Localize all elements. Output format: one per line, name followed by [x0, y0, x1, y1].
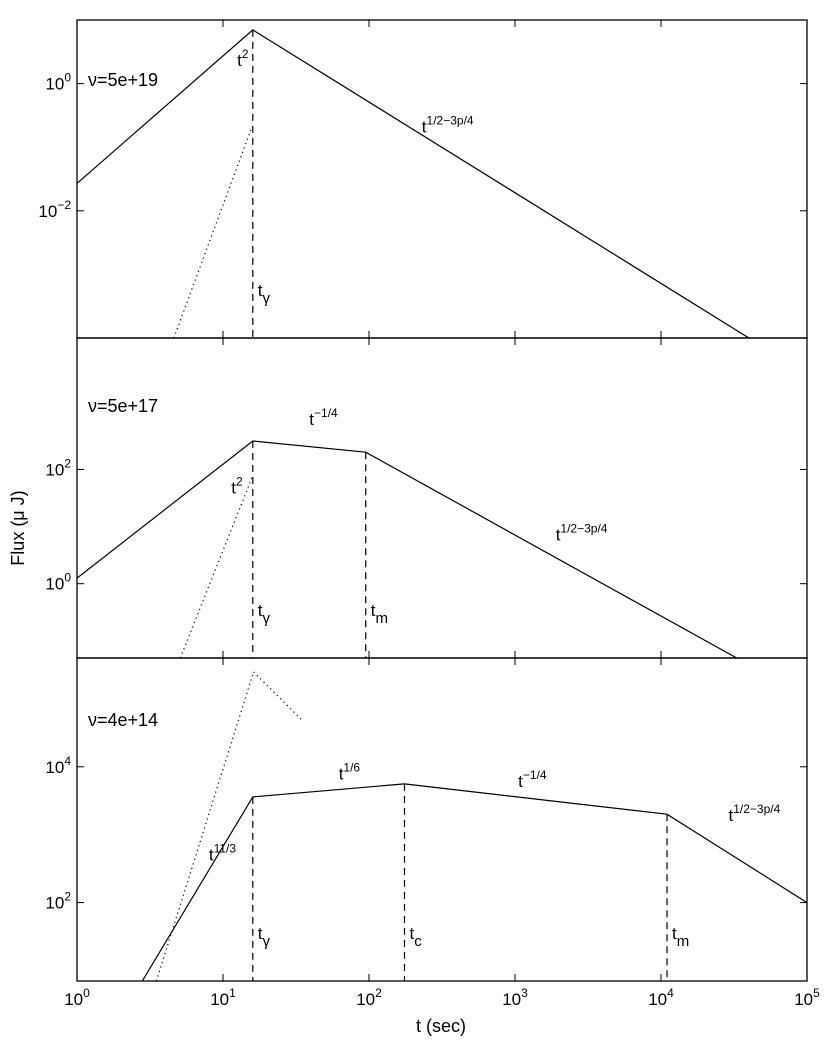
marker-label-tm: tm — [371, 601, 388, 627]
slope-annotation: t−1/4 — [518, 768, 547, 791]
slope-annotation: t−1/4 — [309, 406, 338, 429]
y-axis-label: Flux (μ J) — [8, 490, 28, 565]
y-tick-label: 100 — [45, 71, 71, 94]
y-tick-label: 102 — [45, 890, 71, 913]
x-axis-label: t (sec) — [416, 1016, 466, 1036]
panel-top: 100 10−2 tγ t2 t1/2−3p/4 ν=5e+19 — [38, 19, 808, 339]
slope-annotation: t11/3 — [209, 841, 237, 864]
series-solid-0 — [77, 440, 737, 658]
frequency-label: ν=5e+19 — [88, 70, 158, 90]
panel-frame — [76, 657, 808, 982]
panel-frame — [76, 337, 808, 659]
panel-bottom: 104 102 tγ tc tm t1/6 t−1/4 t11/3 t1/2−3p/4 ν=4e+… — [45, 657, 808, 982]
slope-annotation: t1/6 — [339, 760, 361, 783]
panel-frame — [76, 19, 808, 339]
marker-label-tm: tm — [672, 924, 689, 950]
series-dotted-1 — [173, 126, 253, 338]
x-tick-label: 100 — [64, 986, 90, 1009]
slope-annotation: t1/2−3p/4 — [422, 114, 474, 137]
slope-annotation: t1/2−3p/4 — [729, 802, 781, 825]
x-tick-label: 101 — [210, 986, 236, 1009]
slope-annotation: t2 — [237, 47, 249, 70]
series-dotted-1 — [155, 671, 255, 981]
x-tick-label: 102 — [356, 986, 382, 1009]
series-solid-0 — [141, 783, 807, 981]
series-dotted-2 — [253, 671, 303, 721]
x-tick-label: 105 — [794, 986, 820, 1009]
slope-annotation: t2 — [231, 474, 243, 497]
y-tick-label: 100 — [45, 571, 71, 594]
marker-label-tc: tc — [409, 924, 422, 950]
marker-label-tγ: tγ — [258, 281, 271, 307]
y-tick-label: 102 — [45, 456, 71, 479]
marker-label-tγ: tγ — [258, 924, 271, 950]
panel-middle: 102 100 tγ tm t−1/4 t2 t1/2−3p/4 ν=5e+17 — [45, 337, 808, 659]
frequency-label: ν=5e+17 — [88, 396, 158, 416]
chart-panels: 100 10−2 tγ t2 t1/2−3p/4 ν=5e+19 102 100 tγ tm t−1… — [38, 19, 808, 982]
x-tick-label: 104 — [648, 986, 674, 1009]
frequency-label: ν=4e+14 — [88, 710, 158, 730]
series-dotted-1 — [179, 477, 253, 658]
y-tick-label: 104 — [45, 754, 71, 777]
x-tick-label: 103 — [502, 986, 528, 1009]
series-solid-0 — [77, 29, 750, 338]
x-axis: 100 101 102 103 104 105 — [64, 986, 820, 1009]
y-tick-label: 10−2 — [38, 198, 71, 221]
slope-annotation: t1/2−3p/4 — [556, 522, 608, 545]
marker-label-tγ: tγ — [258, 601, 271, 627]
